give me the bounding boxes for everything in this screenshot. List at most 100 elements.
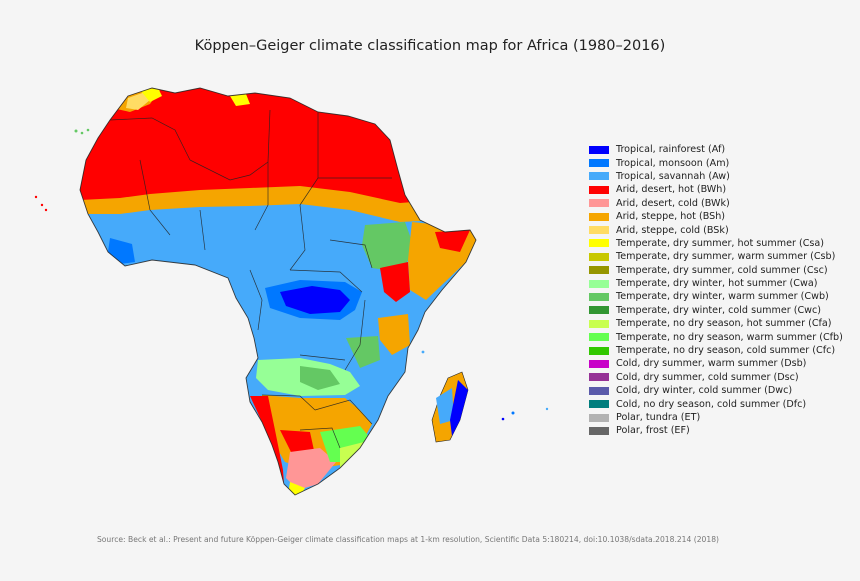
legend-swatch [589,226,609,235]
madagascar-east-rainforest [450,380,468,436]
border-zimbabwe-mozambique [314,399,373,425]
legend-item: Temperate, no dry season, hot summer (Cf… [589,317,843,330]
climate-zones [80,88,476,495]
zone-bsh-tanzania [378,314,410,355]
border-niger-chad [254,162,269,231]
island-comoros [421,350,425,354]
legend-swatch [589,172,609,181]
map-title: Köppen–Geiger climate classification map… [194,38,666,54]
legend-label: Temperate, no dry season, warm summer (C… [616,331,843,343]
legend-swatch [589,185,609,194]
zone-cwb-ethiopia [362,222,415,272]
legend-label: Tropical, monsoon (Am) [616,157,730,169]
legend-label: Temperate, no dry season, cold summer (C… [616,345,836,357]
legend-swatch [589,266,609,275]
legend-label: Tropical, savannah (Aw) [616,170,730,182]
legend-label: Arid, desert, hot (BWh) [616,184,727,196]
zone-csa-maghreb [140,88,162,102]
legend-label: Temperate, no dry season, hot summer (Cf… [616,318,832,330]
legend-item: Tropical, savannah (Aw) [589,170,843,183]
legend-swatch [589,239,609,248]
legend-label: Polar, tundra (ET) [616,412,701,423]
zone-bwh-turkana [380,262,410,302]
legend-item: Temperate, dry summer, hot summer (Csa) [589,237,843,250]
border-algeria-libya [267,109,271,163]
legend-item: Arid, steppe, cold (BSk) [589,223,843,236]
zone-csa-tunisia [230,94,250,106]
legend-item: Temperate, dry winter, hot summer (Cwa) [589,277,843,290]
madagascar-highlands [436,388,454,424]
zone-bwk-karoo [286,448,336,490]
legend-label: Temperate, dry summer, warm summer (Csb) [616,251,836,263]
legend-swatch [589,212,609,221]
island-capeverde-2 [40,203,44,207]
legend-item: Tropical, rainforest (Af) [589,143,843,156]
border-mali-niger [189,159,269,181]
island-canary-2 [80,131,84,135]
legend-label: Temperate, dry winter, cold summer (Cwc) [616,304,822,316]
legend-swatch [589,346,609,355]
legend-label: Cold, dry winter, cold summer (Dwc) [616,385,793,397]
island-canary-1 [74,129,78,133]
legend-item: Temperate, no dry season, cold summer (C… [589,344,843,357]
legend-label: Cold, no dry season, cold summer (Dfc) [616,398,807,410]
zone-af-congo [280,286,350,314]
legend-item: Arid, steppe, hot (BSh) [589,210,843,223]
legend-label: Temperate, dry winter, hot summer (Cwa) [616,278,818,290]
zone-bwh-somalia [435,230,470,252]
legend-item: Polar, tundra (ET) [589,411,843,424]
zone-bsk-atlas [126,92,150,110]
island-canary-3 [86,128,90,132]
legend-label: Arid, steppe, hot (BSh) [616,211,726,223]
island-rodrigues [545,407,549,411]
coastline [79,87,477,496]
map-legend: Tropical, rainforest (Af) Tropical, monso… [589,143,843,438]
legend-label: Arid, steppe, cold (BSk) [616,224,729,236]
border-namibia [261,394,316,411]
zone-cwb-zambia [300,366,340,390]
legend-swatch [589,199,609,208]
zone-cwb-eastafrica [346,336,380,368]
border-cameroon-gabon [249,269,263,331]
source-citation: Source: Beck et al.: Present and future … [96,535,720,544]
legend-label: Cold, dry summer, cold summer (Dsc) [616,371,799,383]
legend-swatch [589,279,609,288]
legend-label: Temperate, dry winter, warm summer (Cwb) [616,291,829,303]
islands [34,128,549,421]
zone-bwh-sahara [80,88,476,203]
island-capeverde-1 [34,195,38,199]
legend-item: Cold, dry summer, warm summer (Dsb) [589,357,843,370]
legend-swatch [589,373,609,382]
legend-swatch [589,159,609,168]
madagascar [431,371,469,443]
legend-item: Cold, no dry season, cold summer (Dfc) [589,397,843,410]
legend-swatch [589,386,609,395]
border-angola-zambia [299,354,346,361]
legend-swatch [589,306,609,315]
legend-swatch [589,145,609,154]
legend-swatch [589,319,609,328]
zone-bwh-namib [250,396,284,484]
legend-item: Tropical, monsoon (Am) [589,156,843,169]
legend-item: Temperate, dry winter, cold summer (Cwc) [589,304,843,317]
legend-label: Temperate, dry summer, cold summer (Csc) [616,264,828,276]
legend-swatch [589,400,609,409]
island-capeverde-3 [44,208,48,212]
legend-swatch [589,333,609,342]
legend-swatch [589,359,609,368]
legend-item: Temperate, no dry season, warm summer (C… [589,330,843,343]
legend-item: Polar, frost (EF) [589,424,843,437]
legend-item: Arid, desert, hot (BWh) [589,183,843,196]
legend-item: Arid, desert, cold (BWk) [589,197,843,210]
legend-swatch [589,252,609,261]
legend-item: Cold, dry summer, cold summer (Dsc) [589,371,843,384]
border-car-drc [289,269,363,293]
legend-item: Temperate, dry summer, cold summer (Csc) [589,264,843,277]
border-southafrica [299,427,341,449]
legend-swatch [589,292,609,301]
border-mauritania-mali [139,159,171,236]
legend-item: Cold, dry winter, cold summer (Dwc) [589,384,843,397]
island-reunion [501,417,505,421]
border-burkina-ghana [199,209,206,251]
